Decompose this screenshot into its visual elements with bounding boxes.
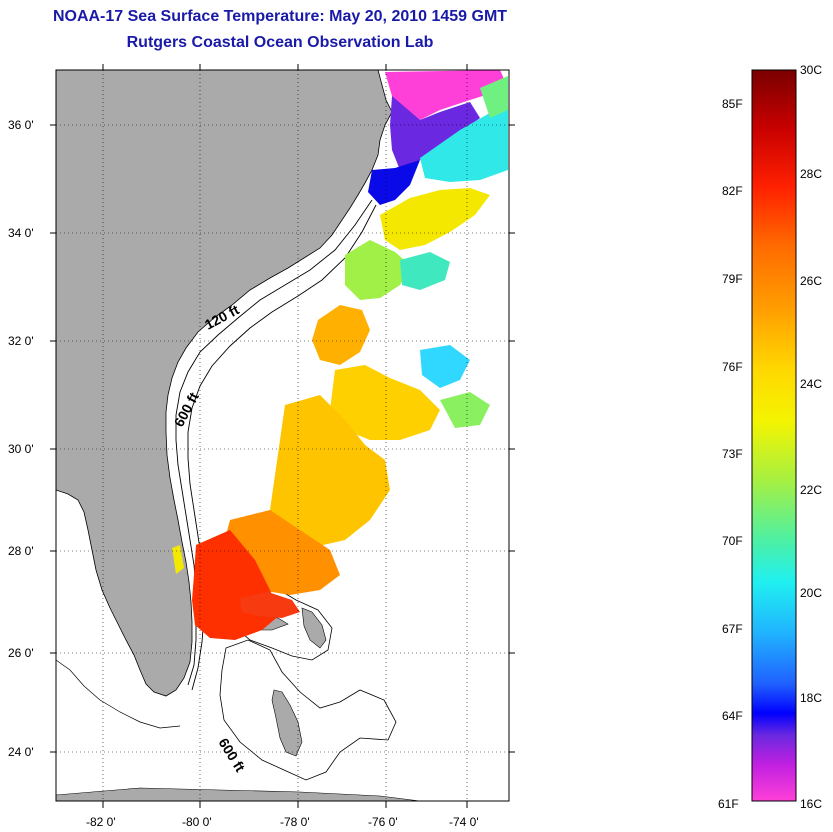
cb-c-16: 16C bbox=[800, 797, 822, 811]
sst-patch-yellow-b bbox=[330, 365, 440, 440]
land-bahamas-abaco bbox=[301, 607, 327, 649]
lat-label-24: 24 0' bbox=[8, 745, 34, 759]
ticks bbox=[50, 64, 515, 808]
sst-patch-main-yellow bbox=[270, 395, 390, 548]
cb-c-20: 20C bbox=[800, 586, 822, 600]
cb-f-79: 79F bbox=[722, 272, 743, 286]
lon-label-80: -80 0' bbox=[182, 815, 212, 829]
sst-patch-north-green bbox=[480, 76, 508, 118]
map-subtitle: Rutgers Coastal Ocean Observation Lab bbox=[126, 34, 434, 51]
lat-label-32: 32 0' bbox=[8, 334, 34, 348]
cb-f-76: 76F bbox=[722, 360, 743, 374]
sst-patch-cyan-mid bbox=[400, 252, 450, 290]
land-bahamas-andros bbox=[271, 689, 303, 757]
cb-f-73: 73F bbox=[722, 447, 743, 461]
cb-c-26: 26C bbox=[800, 274, 822, 288]
colorbar-fahrenheit-labels: 85F 82F 79F 76F 73F 70F 67F 64F 61F bbox=[718, 97, 743, 811]
cb-f-61: 61F bbox=[718, 797, 739, 811]
sst-patch-yellow-band bbox=[380, 188, 490, 250]
sst-patch-north-purple bbox=[390, 96, 480, 170]
lat-label-28: 28 0' bbox=[8, 544, 34, 558]
sst-patch-north-cyan bbox=[420, 100, 508, 182]
lon-label-78: -78 0' bbox=[280, 815, 310, 829]
land-cuba bbox=[56, 787, 421, 801]
cb-c-30: 30C bbox=[800, 63, 822, 77]
cb-f-67: 67F bbox=[722, 622, 743, 636]
contour-gulf bbox=[56, 659, 181, 729]
map-frame bbox=[55, 69, 510, 802]
lat-label-30: 30 0' bbox=[8, 442, 34, 456]
cb-f-85: 85F bbox=[722, 97, 743, 111]
sst-patch-red-bahamas bbox=[240, 592, 300, 618]
lat-label-26: 26 0' bbox=[8, 646, 34, 660]
cb-c-22: 22C bbox=[800, 483, 822, 497]
colorbar bbox=[751, 69, 797, 802]
land-southeast-us bbox=[56, 70, 393, 697]
cb-f-64: 64F bbox=[722, 709, 743, 723]
cb-c-18: 18C bbox=[800, 691, 822, 705]
contour-bahamas-a bbox=[219, 639, 397, 781]
lon-label-74: -74 0' bbox=[449, 815, 479, 829]
cb-f-82: 82F bbox=[722, 184, 743, 198]
cb-c-24: 24C bbox=[800, 377, 822, 391]
sst-patch-green-east bbox=[440, 392, 490, 428]
sst-patch-north-magenta bbox=[385, 70, 508, 120]
lat-label-36: 36 0' bbox=[8, 118, 34, 132]
colorbar-celsius-labels: 30C 28C 26C 24C 22C 20C 18C 16C bbox=[800, 63, 822, 811]
sst-patch-orange-a bbox=[312, 305, 370, 365]
sst-patch-north-blue bbox=[368, 160, 420, 205]
lon-label-76: -76 0' bbox=[368, 815, 398, 829]
map-title: NOAA-17 Sea Surface Temperature: May 20,… bbox=[52, 8, 508, 25]
cb-c-28: 28C bbox=[800, 167, 822, 181]
lat-label-34: 34 0' bbox=[8, 226, 34, 240]
sst-patch-green-mid bbox=[345, 240, 410, 300]
lon-label-82: -82 0' bbox=[86, 815, 116, 829]
cb-f-70: 70F bbox=[722, 534, 743, 548]
sst-patch-yellow-coast bbox=[172, 545, 184, 574]
sst-patch-cyan-east bbox=[420, 345, 470, 388]
